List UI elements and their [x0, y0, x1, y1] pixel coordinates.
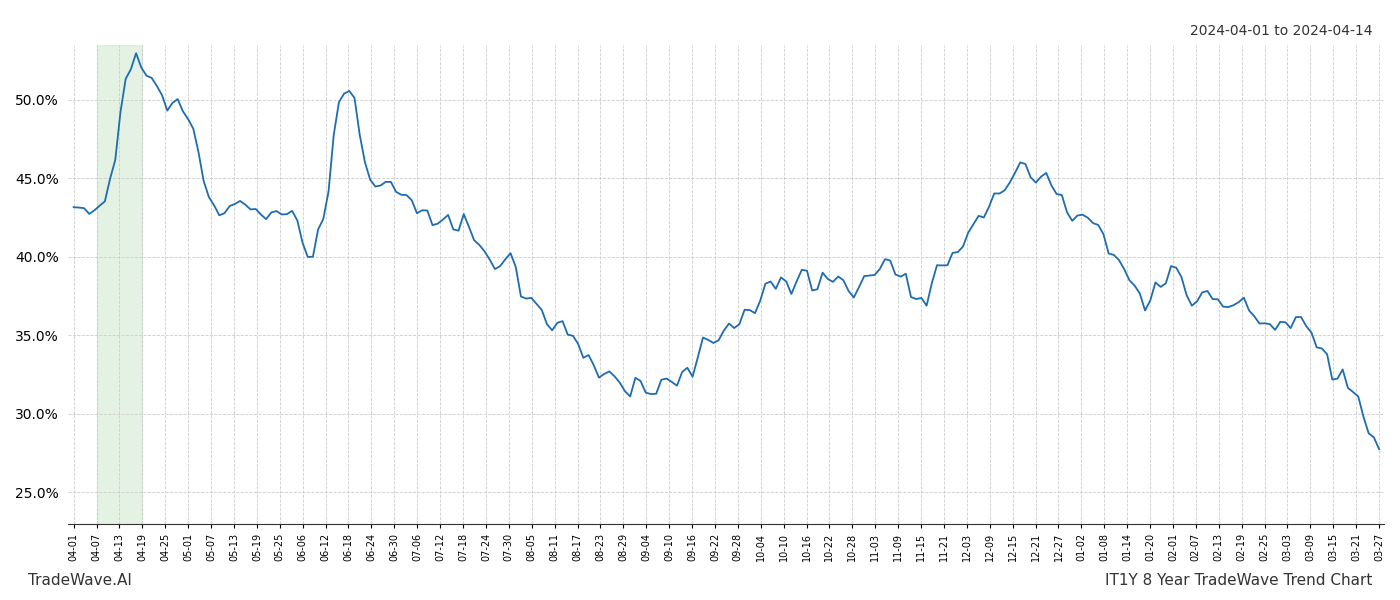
- Text: TradeWave.AI: TradeWave.AI: [28, 573, 132, 588]
- Text: 2024-04-01 to 2024-04-14: 2024-04-01 to 2024-04-14: [1190, 24, 1372, 38]
- Text: IT1Y 8 Year TradeWave Trend Chart: IT1Y 8 Year TradeWave Trend Chart: [1105, 573, 1372, 588]
- Bar: [97, 45, 143, 524]
